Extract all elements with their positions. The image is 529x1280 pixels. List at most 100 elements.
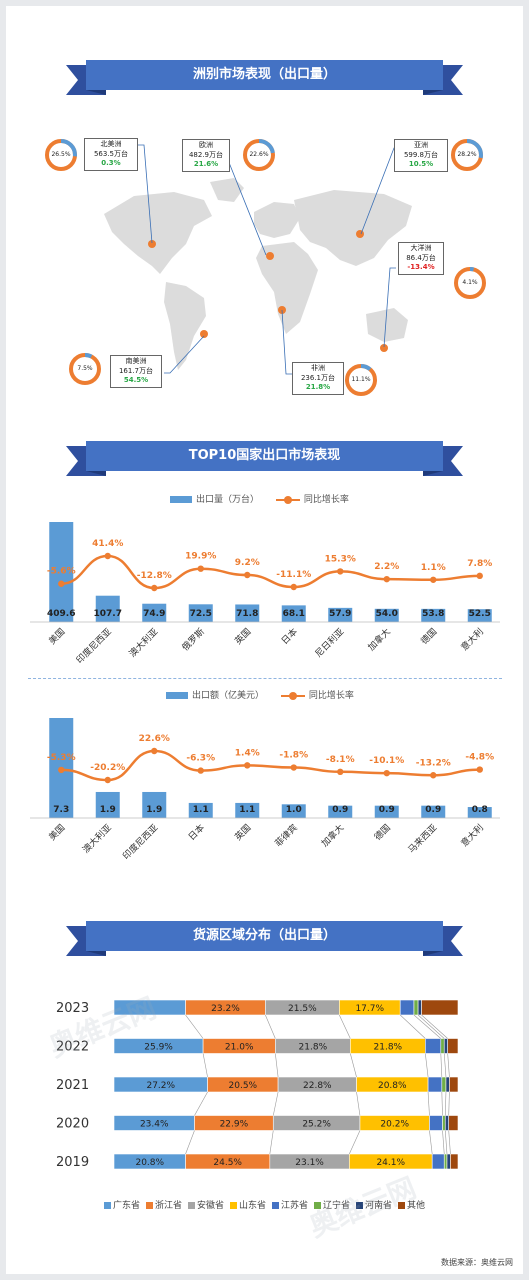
legend-swatch (314, 1202, 322, 1209)
year-label: 2020 (56, 1117, 89, 1132)
legend-item: 辽宁省 (314, 1198, 350, 1211)
category-label: 日本 (186, 822, 207, 843)
africa-shape (256, 242, 318, 334)
stack-segment (442, 1115, 446, 1131)
bar (281, 804, 306, 818)
continent-banner: 洲别市场表现（出口量） (66, 57, 463, 103)
continent-value: 563.5万台 (93, 149, 129, 158)
ribbon-shape (66, 921, 463, 956)
bar (49, 522, 74, 622)
donut-share: 7.5% (77, 365, 93, 372)
segment-label: 21.8% (299, 1043, 328, 1053)
segment-label: 20.8% (378, 1081, 407, 1091)
donut-ring (345, 364, 377, 396)
legend-item: 山东省 (229, 1198, 266, 1211)
category-label: 英国 (232, 626, 253, 647)
stack-segment (443, 1038, 448, 1054)
continent-value: 236.1万台 (300, 373, 336, 382)
legend-swatch (103, 1202, 111, 1209)
growth-label: 19.9% (185, 552, 216, 562)
legend-swatch (356, 1202, 364, 1209)
chart2-legend: 出口额（亿美元） 同比增长率 (166, 688, 368, 701)
growth-label: -5.3% (47, 753, 76, 763)
legend-swatch (187, 1202, 195, 1209)
growth-point (476, 766, 483, 773)
legend-swatch (272, 1202, 279, 1209)
europe-shape (254, 202, 300, 238)
continent-name: 南美洲 (125, 357, 147, 365)
growth-label: -8.1% (326, 755, 355, 765)
legend-label: 浙江省 (154, 1201, 182, 1211)
legend-label: 广东省 (112, 1201, 140, 1211)
series-connector (417, 1014, 445, 1039)
donut-share: 11.1% (351, 376, 371, 383)
segment-label: 23.2% (211, 1004, 240, 1014)
segment-label: 23.1% (295, 1158, 324, 1168)
segment-label: 22.8% (303, 1081, 332, 1091)
segment-label: 24.1% (376, 1158, 405, 1168)
growth-point (290, 764, 297, 771)
continent-growth: 21.6% (193, 160, 219, 168)
growth-point (383, 769, 390, 777)
legend-swatch (145, 1202, 153, 1209)
continent-growth: 54.5% (123, 376, 149, 384)
category-label: 澳大利亚 (126, 626, 160, 660)
growth-label: 41.4% (92, 539, 123, 549)
callout-north-america: 北美洲 563.5万台 0.3% (84, 138, 138, 171)
category-label: 美国 (46, 822, 67, 843)
bar-value-label: 1.1 (239, 805, 255, 815)
donut-ring (69, 353, 101, 385)
legend-label: 山东省 (238, 1201, 266, 1211)
legend-bar-item: 出口量（万台） (170, 492, 259, 505)
growth-line (61, 749, 480, 782)
series-connector (339, 1014, 351, 1039)
donut-share-arc (45, 139, 77, 171)
category-label: 意大利 (458, 822, 486, 850)
callout-lines (137, 144, 402, 375)
legend-line-swatch (280, 691, 305, 700)
stack-segment (440, 1038, 445, 1054)
segment-label: 20.2% (380, 1120, 409, 1130)
series-connector (185, 1014, 204, 1039)
series-connector (272, 1091, 279, 1116)
donut-share: 28.2% (457, 151, 477, 158)
series-connector (425, 1053, 429, 1078)
donut-ring (454, 267, 486, 299)
growth-line (61, 554, 480, 590)
stack-segment (413, 999, 419, 1016)
segment-label: 27.2% (146, 1081, 175, 1091)
continent-growth: 10.5% (408, 160, 434, 168)
donut-europe: 22.6% (242, 138, 276, 172)
donut-share: 26.5% (51, 151, 71, 158)
bar-value-label: 0.9 (425, 805, 441, 815)
top10-title: TOP10国家出口市场表现 (188, 448, 341, 463)
donut-ring (45, 139, 77, 171)
bar-value-label: 1.9 (100, 805, 116, 815)
bar (142, 603, 167, 622)
growth-point (476, 572, 483, 580)
growth-label: -1.8% (279, 751, 308, 761)
bar-value-label: 71.8 (236, 609, 258, 619)
continent-name: 北美洲 (100, 140, 122, 148)
segment-label: 23.4% (140, 1120, 169, 1130)
stack-segment (421, 999, 459, 1016)
segment-label: 25.9% (144, 1043, 173, 1053)
category-label: 尼日利亚 (312, 626, 346, 660)
segment-label: 17.7% (355, 1004, 384, 1014)
bar-value-label: 1.0 (286, 805, 302, 815)
legend-line-label: 同比增长率 (303, 495, 349, 505)
legend-label: 其他 (407, 1201, 426, 1211)
year-label: 2021 (56, 1078, 89, 1093)
series-connector (440, 1053, 443, 1078)
south-america-shape (164, 282, 206, 370)
category-label: 俄罗斯 (179, 626, 207, 654)
oceania-marker (380, 344, 388, 352)
year-label: 2022 (56, 1040, 89, 1055)
bar-value-label: 0.9 (379, 805, 395, 815)
bar (467, 609, 492, 622)
category-label: 德国 (372, 822, 393, 843)
donut-share-arc (454, 267, 486, 299)
bar-value-label: 107.7 (94, 609, 122, 619)
source-region-chart: 2023 23.2% 21.5% 17.7% 2022 25.9% 21.0% 21.8% 21… (56, 999, 459, 1170)
continent-name: 亚洲 (414, 141, 428, 149)
